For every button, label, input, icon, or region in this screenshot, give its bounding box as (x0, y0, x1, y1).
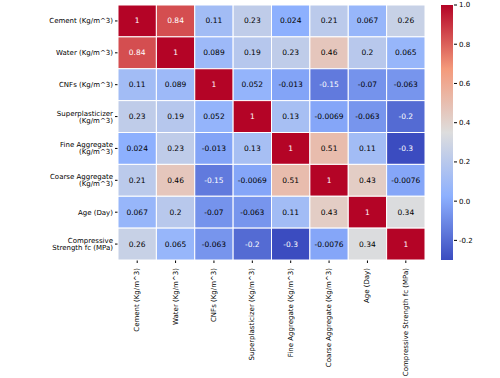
svg-text:0.052: 0.052 (242, 80, 264, 89)
svg-text:-0.3: -0.3 (283, 240, 298, 249)
svg-text:-0.2: -0.2 (245, 240, 260, 249)
svg-text:0.26: 0.26 (397, 16, 414, 25)
svg-text:0.26: 0.26 (129, 240, 146, 249)
svg-text:-0.0076: -0.0076 (391, 176, 420, 185)
svg-text:0.024: 0.024 (280, 16, 302, 25)
svg-text:1: 1 (288, 144, 293, 153)
svg-text:Compressive Strength fc (MPa): Compressive Strength fc (MPa) (402, 268, 410, 376)
svg-text:-0.063: -0.063 (202, 240, 226, 249)
svg-text:Water (Kg/m^3): Water (Kg/m^3) (172, 268, 180, 325)
svg-text:1: 1 (173, 48, 178, 57)
svg-text:0.089: 0.089 (165, 80, 187, 89)
svg-text:1: 1 (403, 240, 408, 249)
svg-text:0.43: 0.43 (359, 176, 376, 185)
svg-text:0.065: 0.065 (395, 48, 417, 57)
svg-text:0.4: 0.4 (459, 119, 471, 127)
svg-text:Cement (Kg/m^3): Cement (Kg/m^3) (133, 268, 141, 332)
svg-text:CompressiveStrength fc (MPa): CompressiveStrength fc (MPa) (52, 237, 113, 252)
svg-text:Fine Aggregate (Kg/m^3): Fine Aggregate (Kg/m^3) (287, 268, 295, 357)
svg-text:1: 1 (250, 112, 255, 121)
svg-text:0.34: 0.34 (397, 208, 414, 217)
svg-text:1.0: 1.0 (459, 1, 470, 9)
svg-text:0.8: 0.8 (459, 41, 470, 49)
svg-text:-0.2: -0.2 (459, 237, 473, 245)
svg-text:0.024: 0.024 (126, 144, 148, 153)
svg-text:0.46: 0.46 (167, 176, 184, 185)
svg-text:0.6: 0.6 (459, 80, 471, 88)
svg-text:0.23: 0.23 (244, 16, 261, 25)
svg-text:0.089: 0.089 (203, 48, 225, 57)
svg-text:Age (Day): Age (Day) (78, 209, 113, 217)
svg-text:-0.15: -0.15 (319, 80, 339, 89)
svg-text:-0.3: -0.3 (398, 144, 413, 153)
svg-text:CNFs (Kg/m^3): CNFs (Kg/m^3) (210, 268, 218, 322)
svg-text:-0.07: -0.07 (204, 208, 224, 217)
svg-text:Coarse Aggregate (Kg/m^3): Coarse Aggregate (Kg/m^3) (325, 268, 333, 367)
svg-text:1: 1 (135, 16, 140, 25)
svg-text:0.067: 0.067 (126, 208, 148, 217)
svg-text:0.84: 0.84 (167, 16, 184, 25)
svg-text:1: 1 (327, 176, 332, 185)
svg-text:-0.07: -0.07 (358, 80, 378, 89)
svg-text:0.11: 0.11 (129, 80, 146, 89)
svg-text:0.052: 0.052 (203, 112, 225, 121)
svg-text:-0.2: -0.2 (398, 112, 413, 121)
svg-text:0.2: 0.2 (361, 48, 373, 57)
svg-text:0.0: 0.0 (459, 198, 470, 206)
svg-text:1: 1 (365, 208, 370, 217)
svg-text:CNFs (Kg/m^3): CNFs (Kg/m^3) (59, 81, 113, 89)
svg-text:0.13: 0.13 (282, 112, 299, 121)
svg-text:-0.013: -0.013 (279, 80, 303, 89)
svg-text:0.84: 0.84 (129, 48, 146, 57)
svg-text:-0.063: -0.063 (240, 208, 264, 217)
svg-text:0.2: 0.2 (459, 158, 470, 166)
svg-text:0.065: 0.065 (165, 240, 187, 249)
svg-text:0.19: 0.19 (244, 48, 261, 57)
svg-text:0.34: 0.34 (359, 240, 376, 249)
svg-text:Age (Day): Age (Day) (363, 268, 371, 303)
svg-text:Coarse Aggregate(Kg/m^3): Coarse Aggregate(Kg/m^3) (50, 173, 113, 188)
svg-text:-0.15: -0.15 (204, 176, 224, 185)
svg-text:1: 1 (212, 80, 217, 89)
svg-text:0.21: 0.21 (321, 16, 338, 25)
svg-text:0.11: 0.11 (282, 208, 299, 217)
svg-text:Superplasticizer(Kg/m^3): Superplasticizer(Kg/m^3) (57, 110, 113, 125)
svg-text:-0.0069: -0.0069 (238, 176, 267, 185)
svg-text:0.51: 0.51 (282, 176, 299, 185)
svg-text:0.21: 0.21 (129, 176, 146, 185)
svg-text:-0.063: -0.063 (355, 112, 379, 121)
svg-text:0.43: 0.43 (321, 208, 338, 217)
svg-text:-0.013: -0.013 (202, 144, 226, 153)
svg-text:Water (Kg/m^3): Water (Kg/m^3) (56, 49, 113, 57)
svg-text:0.2: 0.2 (170, 208, 182, 217)
svg-text:0.11: 0.11 (359, 144, 376, 153)
svg-text:Cement (Kg/m^3): Cement (Kg/m^3) (49, 17, 113, 25)
svg-text:-0.063: -0.063 (394, 80, 418, 89)
svg-text:0.23: 0.23 (282, 48, 299, 57)
svg-text:0.46: 0.46 (321, 48, 338, 57)
svg-text:0.19: 0.19 (167, 112, 184, 121)
svg-text:0.23: 0.23 (167, 144, 184, 153)
svg-text:0.23: 0.23 (129, 112, 146, 121)
svg-text:0.13: 0.13 (244, 144, 261, 153)
svg-text:-0.0076: -0.0076 (315, 240, 344, 249)
svg-text:0.11: 0.11 (206, 16, 223, 25)
svg-text:Fine Aggregate(Kg/m^3): Fine Aggregate(Kg/m^3) (60, 141, 113, 156)
svg-text:-0.0069: -0.0069 (315, 112, 344, 121)
svg-text:0.067: 0.067 (357, 16, 379, 25)
svg-text:0.51: 0.51 (321, 144, 338, 153)
svg-text:Superplasticizer (Kg/m^3): Superplasticizer (Kg/m^3) (248, 268, 256, 361)
